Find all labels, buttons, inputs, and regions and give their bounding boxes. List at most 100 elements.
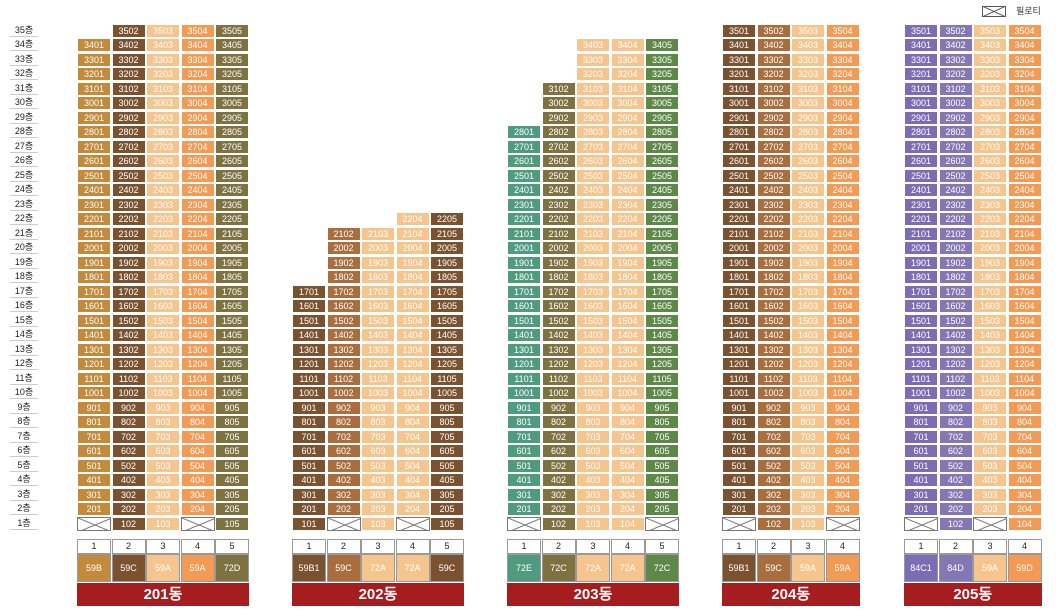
- unit-cell: 1204: [180, 357, 215, 371]
- unit-cell: 1004: [180, 386, 215, 400]
- unit-cell: 1602: [326, 299, 361, 313]
- unit-cell: 2204: [610, 212, 645, 226]
- unit-type: 59B1: [722, 554, 756, 582]
- unit-cell: 401: [77, 473, 111, 487]
- unit-cell: 1401: [292, 328, 326, 342]
- unit-cell: 1503: [361, 313, 395, 328]
- piloti-cell: [326, 516, 361, 531]
- unit-cell: 1102: [756, 371, 791, 386]
- unit-type: 59C: [111, 554, 146, 582]
- unit-cell: 2604: [1007, 154, 1042, 168]
- piloti-cross-icon: [646, 517, 678, 530]
- unit-cell: 1304: [180, 342, 215, 357]
- piloti-cross-icon: [905, 517, 937, 530]
- unit-cell: 502: [541, 458, 576, 473]
- floor-label: 32층: [10, 67, 38, 80]
- unit-cell: 1301: [507, 342, 541, 357]
- unit-cell: 3101: [77, 81, 111, 96]
- unit-cell: 2102: [756, 226, 791, 241]
- unit-cell: 3403: [791, 38, 825, 52]
- unit-cell: 1805: [645, 270, 679, 284]
- unit-cell: 3303: [576, 52, 610, 67]
- unit-cell: 2503: [576, 168, 610, 183]
- unit-cell: 1404: [825, 328, 860, 342]
- unit-cell: 1103: [791, 371, 825, 386]
- unit-cell: 803: [576, 415, 610, 429]
- unit-cell: 1303: [576, 342, 610, 357]
- piloti-cell: [904, 516, 938, 531]
- unit-cell: 2102: [326, 226, 361, 241]
- unit-cell: 1703: [361, 284, 395, 299]
- unit-cell: 1804: [1007, 270, 1042, 284]
- unit-cell: 905: [430, 400, 464, 415]
- unit-cell: 1703: [576, 284, 610, 299]
- unit-cell: 1504: [180, 313, 215, 328]
- unit-cell: 804: [825, 415, 860, 429]
- unit-cell: 2002: [938, 241, 973, 255]
- unit-cell: 2604: [825, 154, 860, 168]
- unit-cell: 1102: [111, 371, 146, 386]
- unit-cell: 1105: [430, 371, 464, 386]
- unit-cell: 904: [825, 400, 860, 415]
- unit-cell: 2104: [610, 226, 645, 241]
- unit-cell: 504: [1007, 458, 1042, 473]
- unit-cell: 2704: [1007, 139, 1042, 154]
- unit-cell: 405: [215, 473, 249, 487]
- unit-cell: 1805: [215, 270, 249, 284]
- unit-cell: 504: [395, 458, 430, 473]
- unit-cell: 1204: [610, 357, 645, 371]
- unit-cell: 1203: [361, 357, 395, 371]
- floor-label: 26층: [10, 154, 38, 167]
- unit-cell: 1201: [904, 357, 938, 371]
- unit-cell: 703: [146, 429, 180, 444]
- unit-cell: 1203: [973, 357, 1007, 371]
- unit-cell: 404: [610, 473, 645, 487]
- unit-cell: 203: [791, 502, 825, 516]
- unit-cell: 1903: [576, 255, 610, 270]
- unit-cell: 1503: [973, 313, 1007, 328]
- unit-cell: 303: [361, 487, 395, 502]
- unit-type: 59A: [146, 554, 180, 582]
- unit-cell: 2504: [610, 168, 645, 183]
- unit-cell: 3503: [973, 23, 1007, 38]
- unit-cell: 304: [395, 487, 430, 502]
- unit-cell: 2205: [430, 212, 464, 226]
- unit-cell: 3104: [825, 81, 860, 96]
- unit-cell: 1601: [77, 299, 111, 313]
- unit-cell: 2204: [395, 212, 430, 226]
- unit-cell: 1703: [146, 284, 180, 299]
- unit-cell: 401: [904, 473, 938, 487]
- unit-cell: 2303: [576, 197, 610, 212]
- unit-cell: 1901: [77, 255, 111, 270]
- unit-cell: 1804: [395, 270, 430, 284]
- unit-cell: 1404: [395, 328, 430, 342]
- unit-cell: 1004: [1007, 386, 1042, 400]
- unit-cell: 2404: [825, 183, 860, 197]
- unit-cell: 302: [541, 487, 576, 502]
- unit-cell: 2001: [77, 241, 111, 255]
- unit-cell: 2802: [111, 125, 146, 139]
- unit-cell: 201: [904, 502, 938, 516]
- unit-cell: 1704: [395, 284, 430, 299]
- unit-cell: 602: [111, 444, 146, 458]
- unit-cell: 1205: [430, 357, 464, 371]
- unit-cell: 2502: [756, 168, 791, 183]
- unit-cell: 2703: [146, 139, 180, 154]
- unit-cell: 2101: [904, 226, 938, 241]
- unit-cell: 801: [904, 415, 938, 429]
- unit-cell: 2302: [756, 197, 791, 212]
- unit-cell: 3202: [756, 67, 791, 81]
- unit-type: 59A: [825, 554, 860, 582]
- unit-cell: 3005: [215, 96, 249, 110]
- unit-cell: 2804: [610, 125, 645, 139]
- unit-cell: 2205: [645, 212, 679, 226]
- piloti-cell: [825, 516, 860, 531]
- unit-cell: 402: [326, 473, 361, 487]
- unit-cell: 2605: [645, 154, 679, 168]
- unit-cell: 1101: [507, 371, 541, 386]
- unit-cell: 201: [292, 502, 326, 516]
- unit-cell: 301: [904, 487, 938, 502]
- unit-cell: 501: [507, 458, 541, 473]
- unit-cell: 2603: [973, 154, 1007, 168]
- line-number: 4: [825, 539, 860, 554]
